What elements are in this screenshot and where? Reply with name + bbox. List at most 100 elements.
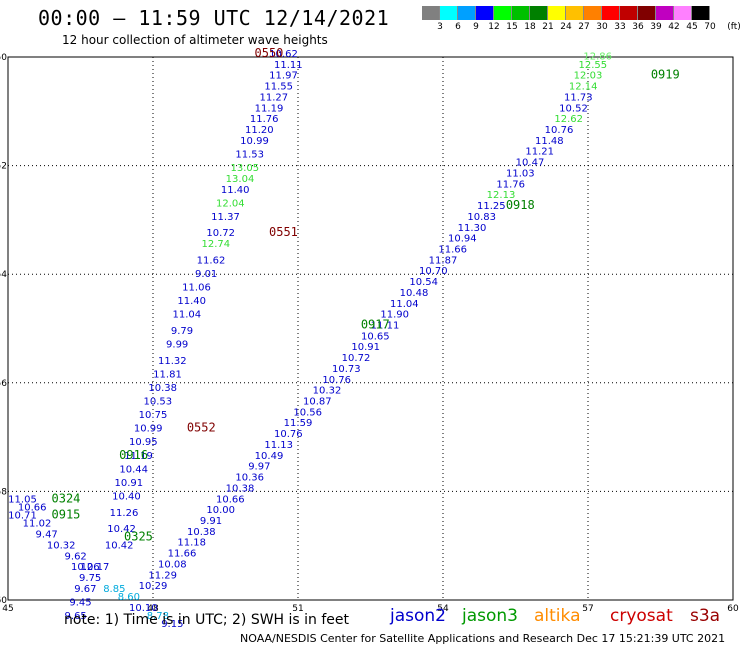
wave-height-label: 10.00 [206, 505, 235, 516]
wave-height-label: 11.62 [197, 255, 226, 266]
wave-height-label: 9.75 [79, 573, 101, 584]
x-tick-label: 60 [727, 604, 739, 614]
scale-label: 30 [596, 22, 608, 32]
wave-height-label: 12.74 [202, 239, 231, 250]
wave-height-label: 10.26 [71, 562, 100, 573]
wave-height-label: 10.75 [139, 410, 168, 421]
wave-height-label: 11.26 [110, 508, 139, 519]
wave-height-label: 9.45 [69, 597, 91, 608]
scale-label: 27 [578, 22, 590, 32]
pass-time-label: 0551 [269, 225, 298, 239]
wave-height-label: 10.29 [139, 581, 168, 592]
scale-label: 70 [704, 22, 716, 32]
x-tick-label: 54 [437, 604, 449, 614]
wave-height-label: 9.91 [200, 516, 222, 527]
wave-height-label: 10.32 [47, 540, 76, 551]
chart-title: 00:00 – 11:59 UTC 12/14/2021 [38, 6, 390, 30]
wave-height-label: 10.99 [240, 136, 269, 147]
scale-label: 33 [614, 22, 626, 32]
wave-height-label: 11.73 [564, 92, 593, 103]
scale-label: 3 [437, 22, 443, 32]
scale-swatch [458, 6, 476, 20]
wave-height-label: 11.66 [168, 549, 197, 560]
wave-height-label: 10.54 [409, 277, 438, 288]
wave-height-label: 11.81 [153, 369, 182, 380]
wave-height-label: 8.78 [147, 611, 169, 622]
wave-height-label: 9.97 [248, 462, 270, 473]
scale-label: 39 [650, 22, 662, 32]
wave-height-label: 10.73 [332, 364, 361, 375]
wave-height-label: 10.91 [351, 342, 380, 353]
scale-swatch [422, 6, 440, 20]
legend-item-s3a: s3a [690, 606, 721, 626]
scale-swatch [692, 6, 710, 20]
legend-item-jason3: jason3 [462, 606, 518, 626]
wave-height-label: 11.19 [255, 103, 284, 114]
wave-height-label: 10.52 [559, 103, 588, 114]
wave-height-label: 11.20 [245, 125, 274, 136]
scale-swatch [440, 6, 458, 20]
wave-height-label: 11.55 [264, 82, 293, 93]
wave-height-label: 11.21 [525, 147, 554, 158]
wave-height-label: 11.29 [148, 570, 177, 581]
pass-time-label: 0324 [52, 491, 81, 505]
wave-height-label: 9.65 [65, 611, 87, 622]
wave-height-label: 11.40 [177, 296, 206, 307]
wave-height-label: 9.79 [171, 326, 193, 337]
wave-height-label: 11.05 [8, 494, 37, 505]
wave-height-label: 10.94 [448, 234, 477, 245]
wave-height-label: 10.38 [226, 483, 255, 494]
wave-height-label: 10.38 [148, 383, 177, 394]
wave-height-label: 11.04 [390, 299, 419, 310]
scale-label: 45 [686, 22, 698, 32]
scale-label: 18 [524, 22, 536, 32]
wave-height-label: 10.47 [516, 158, 545, 169]
wave-height-label: 13.05 [231, 163, 260, 174]
wave-height-label: 10.76 [545, 125, 574, 136]
wave-height-label: 10.83 [467, 212, 496, 223]
scale-swatch [620, 6, 638, 20]
pass-time-label: 0552 [187, 421, 216, 435]
wave-height-label: 10.42 [107, 524, 136, 535]
scale-swatch [548, 6, 566, 20]
wave-height-label: 9.99 [166, 340, 188, 351]
wave-height-label: 10.17 [81, 562, 110, 573]
wave-height-label: 12.86 [583, 52, 612, 63]
wave-height-label: 12.03 [574, 71, 603, 82]
wave-height-label: 11.32 [158, 356, 187, 367]
wave-height-label: 10.66 [18, 502, 47, 513]
wave-height-label: 8.85 [103, 584, 125, 595]
scale-label: 15 [506, 22, 518, 32]
pass-time-label: 0325 [124, 529, 153, 543]
scale-label: 42 [668, 22, 680, 32]
scale-label: 12 [488, 22, 500, 32]
wave-height-label: 10.10 [129, 603, 158, 614]
pass-time-label: 0919 [651, 68, 680, 82]
wave-height-label: 11.18 [177, 538, 206, 549]
wave-height-label: 11.76 [496, 179, 525, 190]
wave-height-label: 10.49 [255, 451, 284, 462]
wave-height-label: 10.99 [134, 424, 163, 435]
legend-item-altika: altika [534, 606, 581, 626]
scale-swatch [674, 6, 692, 20]
wave-height-label: 10.76 [274, 429, 303, 440]
pass-time-label: 0916 [119, 448, 148, 462]
wave-height-label: 10.87 [303, 397, 332, 408]
wave-height-label: 11.76 [250, 114, 279, 125]
scale-swatch [602, 6, 620, 20]
wave-height-label: 11.59 [284, 418, 313, 429]
wave-height-label: 11.87 [429, 255, 458, 266]
wave-height-label: 10.66 [216, 494, 245, 505]
scale-swatch [512, 6, 530, 20]
footnote: note: 1) Time is in UTC; 2) SWH is in fe… [64, 612, 350, 628]
wave-height-label: 11.03 [506, 168, 535, 179]
pass-time-label: 0550 [255, 46, 284, 60]
scale-label: (ft) [727, 22, 740, 32]
wave-height-label: 10.42 [105, 540, 134, 551]
wave-height-label: 12.55 [579, 60, 608, 71]
wave-height-label: 10.65 [361, 331, 390, 342]
scale-swatch [566, 6, 584, 20]
wave-height-label: 10.70 [419, 266, 448, 277]
wave-height-label: 9.01 [195, 269, 217, 280]
chart-subtitle: 12 hour collection of altimeter wave hei… [62, 33, 328, 47]
